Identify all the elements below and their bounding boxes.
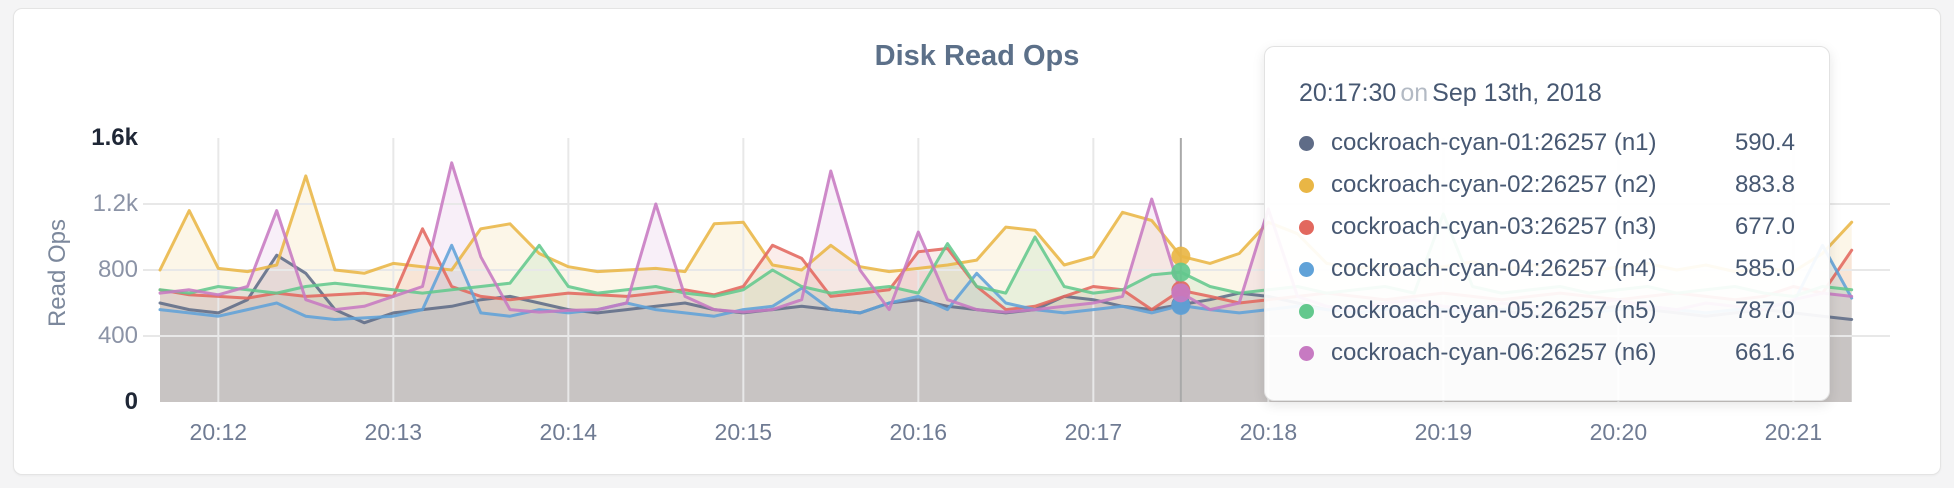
x-tick-label: 20:20 bbox=[1589, 419, 1648, 445]
series-name: cockroach-cyan-01:26257 (n1) bbox=[1331, 129, 1657, 156]
y-tick-label: 1.2k bbox=[92, 190, 138, 217]
y-tick-label: 400 bbox=[97, 322, 138, 349]
series-name: cockroach-cyan-06:26257 (n6) bbox=[1331, 339, 1657, 366]
tooltip-time: 20:17:30 bbox=[1299, 79, 1397, 107]
tooltip-series-row: cockroach-cyan-03:26257 (n3) 677.0 bbox=[1299, 206, 1795, 248]
series-color-dot-n1 bbox=[1299, 135, 1314, 151]
series-color-dot-n2 bbox=[1299, 177, 1314, 193]
x-tick-label: 20:12 bbox=[189, 419, 248, 445]
series-value: 585.0 bbox=[1734, 255, 1795, 282]
series-color-dot-n4 bbox=[1299, 261, 1314, 277]
hover-point-n2 bbox=[1171, 246, 1191, 266]
series-color-dot-n3 bbox=[1299, 219, 1314, 235]
series-name: cockroach-cyan-05:26257 (n5) bbox=[1331, 297, 1657, 324]
x-tick-label: 20:15 bbox=[714, 419, 773, 445]
tooltip-header: 20:17:30 on Sep 13th, 2018 bbox=[1299, 79, 1795, 108]
x-tick-label: 20:16 bbox=[889, 419, 948, 445]
tooltip-date: Sep 13th, 2018 bbox=[1432, 79, 1602, 107]
y-tick-label: 0 bbox=[124, 388, 138, 415]
series-name: cockroach-cyan-04:26257 (n4) bbox=[1331, 255, 1657, 282]
tooltip-series-row: cockroach-cyan-04:26257 (n4) 585.0 bbox=[1299, 248, 1795, 290]
series-value: 677.0 bbox=[1734, 213, 1795, 240]
tooltip-series-row: cockroach-cyan-02:26257 (n2) 883.8 bbox=[1299, 164, 1795, 206]
y-tick-label: 800 bbox=[97, 256, 138, 283]
tooltip-rows: cockroach-cyan-01:26257 (n1) 590.4 cockroa… bbox=[1299, 122, 1795, 374]
x-tick-label: 20:18 bbox=[1239, 419, 1298, 445]
series-name: cockroach-cyan-03:26257 (n3) bbox=[1331, 213, 1657, 240]
tooltip-series-row: cockroach-cyan-05:26257 (n5) 787.0 bbox=[1299, 290, 1795, 332]
series-value: 661.6 bbox=[1734, 339, 1795, 366]
x-tick-label: 20:13 bbox=[364, 419, 423, 445]
x-tick-label: 20:21 bbox=[1764, 419, 1823, 445]
hover-point-n6 bbox=[1171, 283, 1191, 303]
x-tick-label: 20:14 bbox=[539, 419, 598, 445]
y-tick-label: 1.6k bbox=[91, 124, 138, 151]
tooltip-series-row: cockroach-cyan-06:26257 (n6) 661.6 bbox=[1299, 332, 1795, 374]
series-name: cockroach-cyan-02:26257 (n2) bbox=[1331, 171, 1657, 198]
series-value: 787.0 bbox=[1734, 297, 1795, 324]
x-tick-label: 20:19 bbox=[1414, 419, 1473, 445]
hover-tooltip: 20:17:30 on Sep 13th, 2018 cockroach-cyan-… bbox=[1264, 46, 1830, 401]
series-value: 883.8 bbox=[1734, 171, 1795, 198]
series-color-dot-n6 bbox=[1299, 345, 1314, 361]
x-tick-label: 20:17 bbox=[1064, 419, 1123, 445]
chart-title: Disk Read Ops bbox=[874, 40, 1080, 72]
series-value: 590.4 bbox=[1734, 129, 1795, 156]
tooltip-connector: on bbox=[1400, 79, 1429, 107]
hover-point-n5 bbox=[1171, 262, 1191, 282]
series-color-dot-n5 bbox=[1299, 303, 1314, 319]
tooltip-series-row: cockroach-cyan-01:26257 (n1) 590.4 bbox=[1299, 122, 1795, 164]
